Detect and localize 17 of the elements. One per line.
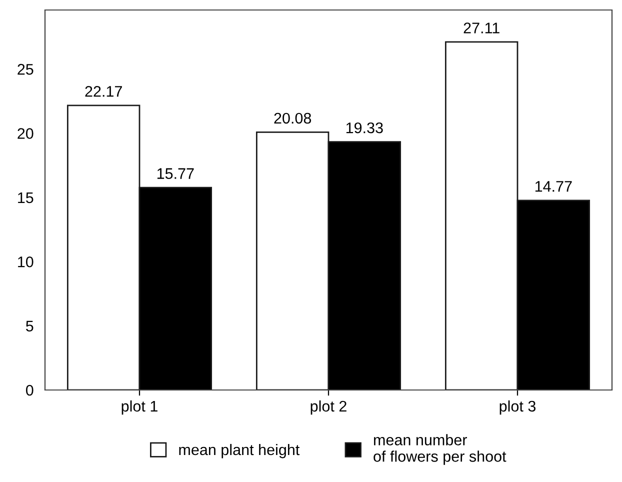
x-tick-label: plot 2 (310, 400, 346, 415)
data-label: 15.77 (157, 168, 194, 179)
legend-label: mean number of flowers per shoot (374, 434, 506, 465)
legend-label: mean plant height (179, 444, 300, 458)
data-label: 14.77 (535, 181, 572, 192)
y-tick-label: 15 (18, 192, 34, 204)
y-tick-label: 10 (18, 256, 34, 268)
data-label: 19.33 (346, 122, 383, 134)
data-label: 27.11 (464, 22, 500, 34)
x-tick-label: plot 3 (500, 400, 536, 415)
y-tick-label: 5 (26, 320, 34, 332)
x-tick-label: plot 1 (122, 400, 158, 415)
y-tick-label: 20 (18, 128, 34, 139)
data-label: 20.08 (274, 112, 312, 124)
y-tick-label: 25 (18, 64, 34, 75)
data-label: 22.17 (85, 86, 122, 97)
y-tick-label: 0 (26, 384, 34, 396)
